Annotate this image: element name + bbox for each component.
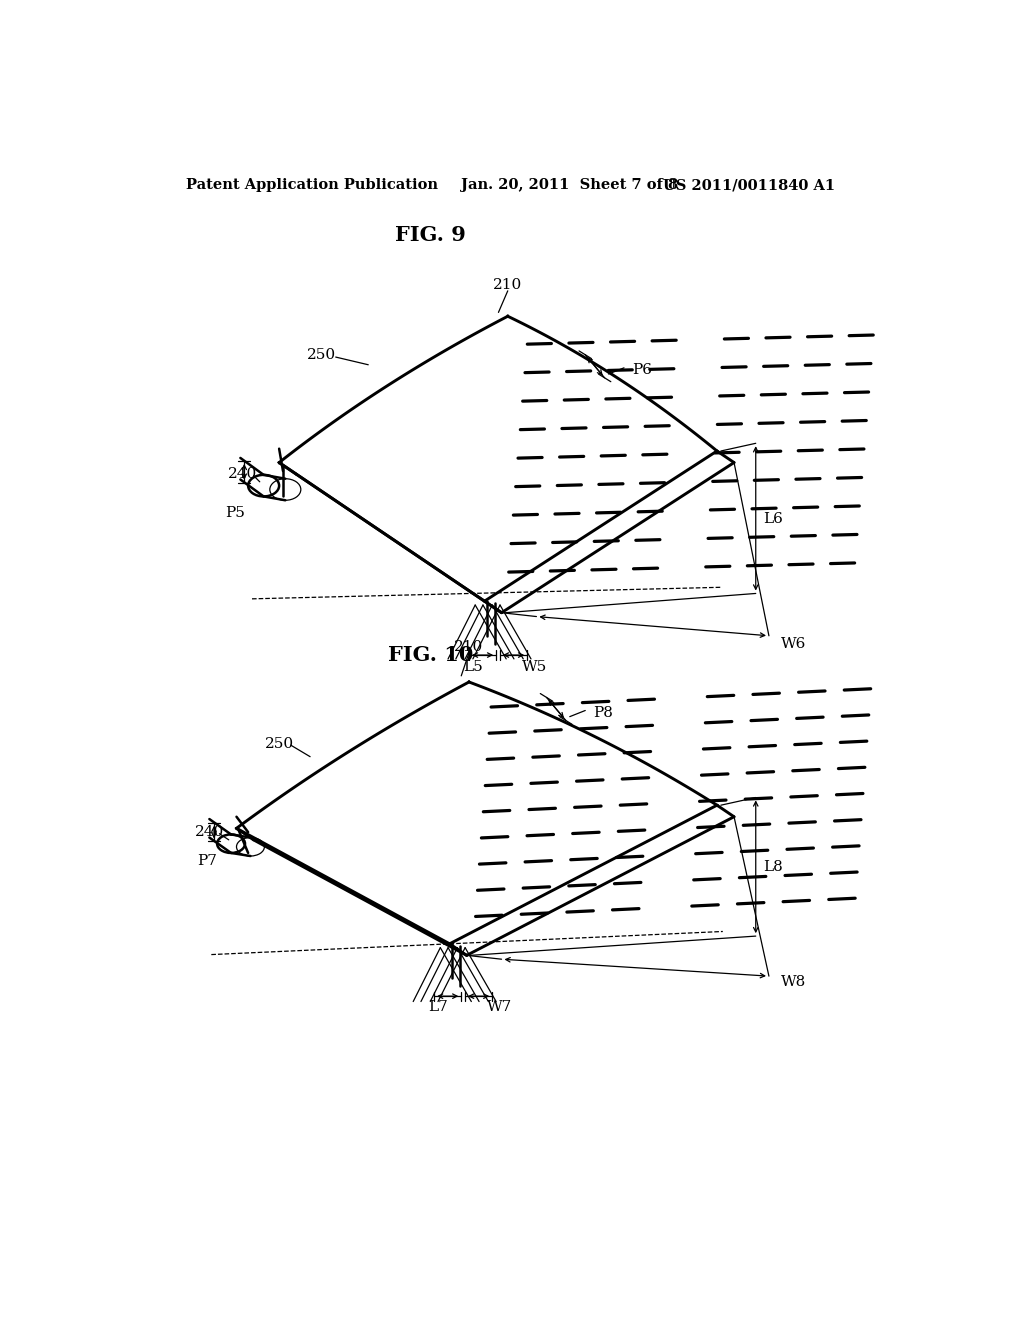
Text: 250: 250 xyxy=(307,347,336,362)
Text: FIG. 9: FIG. 9 xyxy=(395,226,466,246)
Text: W7: W7 xyxy=(487,1001,513,1014)
Text: L6: L6 xyxy=(764,512,783,525)
Text: W5: W5 xyxy=(522,660,548,673)
Text: US 2011/0011840 A1: US 2011/0011840 A1 xyxy=(663,178,835,193)
Text: 240: 240 xyxy=(195,825,224,840)
Text: L5: L5 xyxy=(463,660,482,673)
Text: 240: 240 xyxy=(228,467,257,480)
Text: 250: 250 xyxy=(264,737,294,751)
Text: FIG. 10: FIG. 10 xyxy=(387,645,473,665)
Text: P5: P5 xyxy=(225,506,245,520)
Text: W8: W8 xyxy=(780,975,806,989)
Text: 210: 210 xyxy=(494,279,522,293)
Text: W6: W6 xyxy=(780,636,806,651)
Ellipse shape xyxy=(248,475,280,496)
Text: Patent Application Publication: Patent Application Publication xyxy=(186,178,438,193)
Text: P6: P6 xyxy=(632,363,651,378)
Text: Jan. 20, 2011  Sheet 7 of 8: Jan. 20, 2011 Sheet 7 of 8 xyxy=(461,178,678,193)
Text: P7: P7 xyxy=(197,854,217,867)
Ellipse shape xyxy=(217,834,245,853)
Text: L8: L8 xyxy=(764,859,783,874)
Text: L7: L7 xyxy=(428,1001,447,1014)
Text: 210: 210 xyxy=(455,640,483,655)
Text: P8: P8 xyxy=(593,706,613,719)
